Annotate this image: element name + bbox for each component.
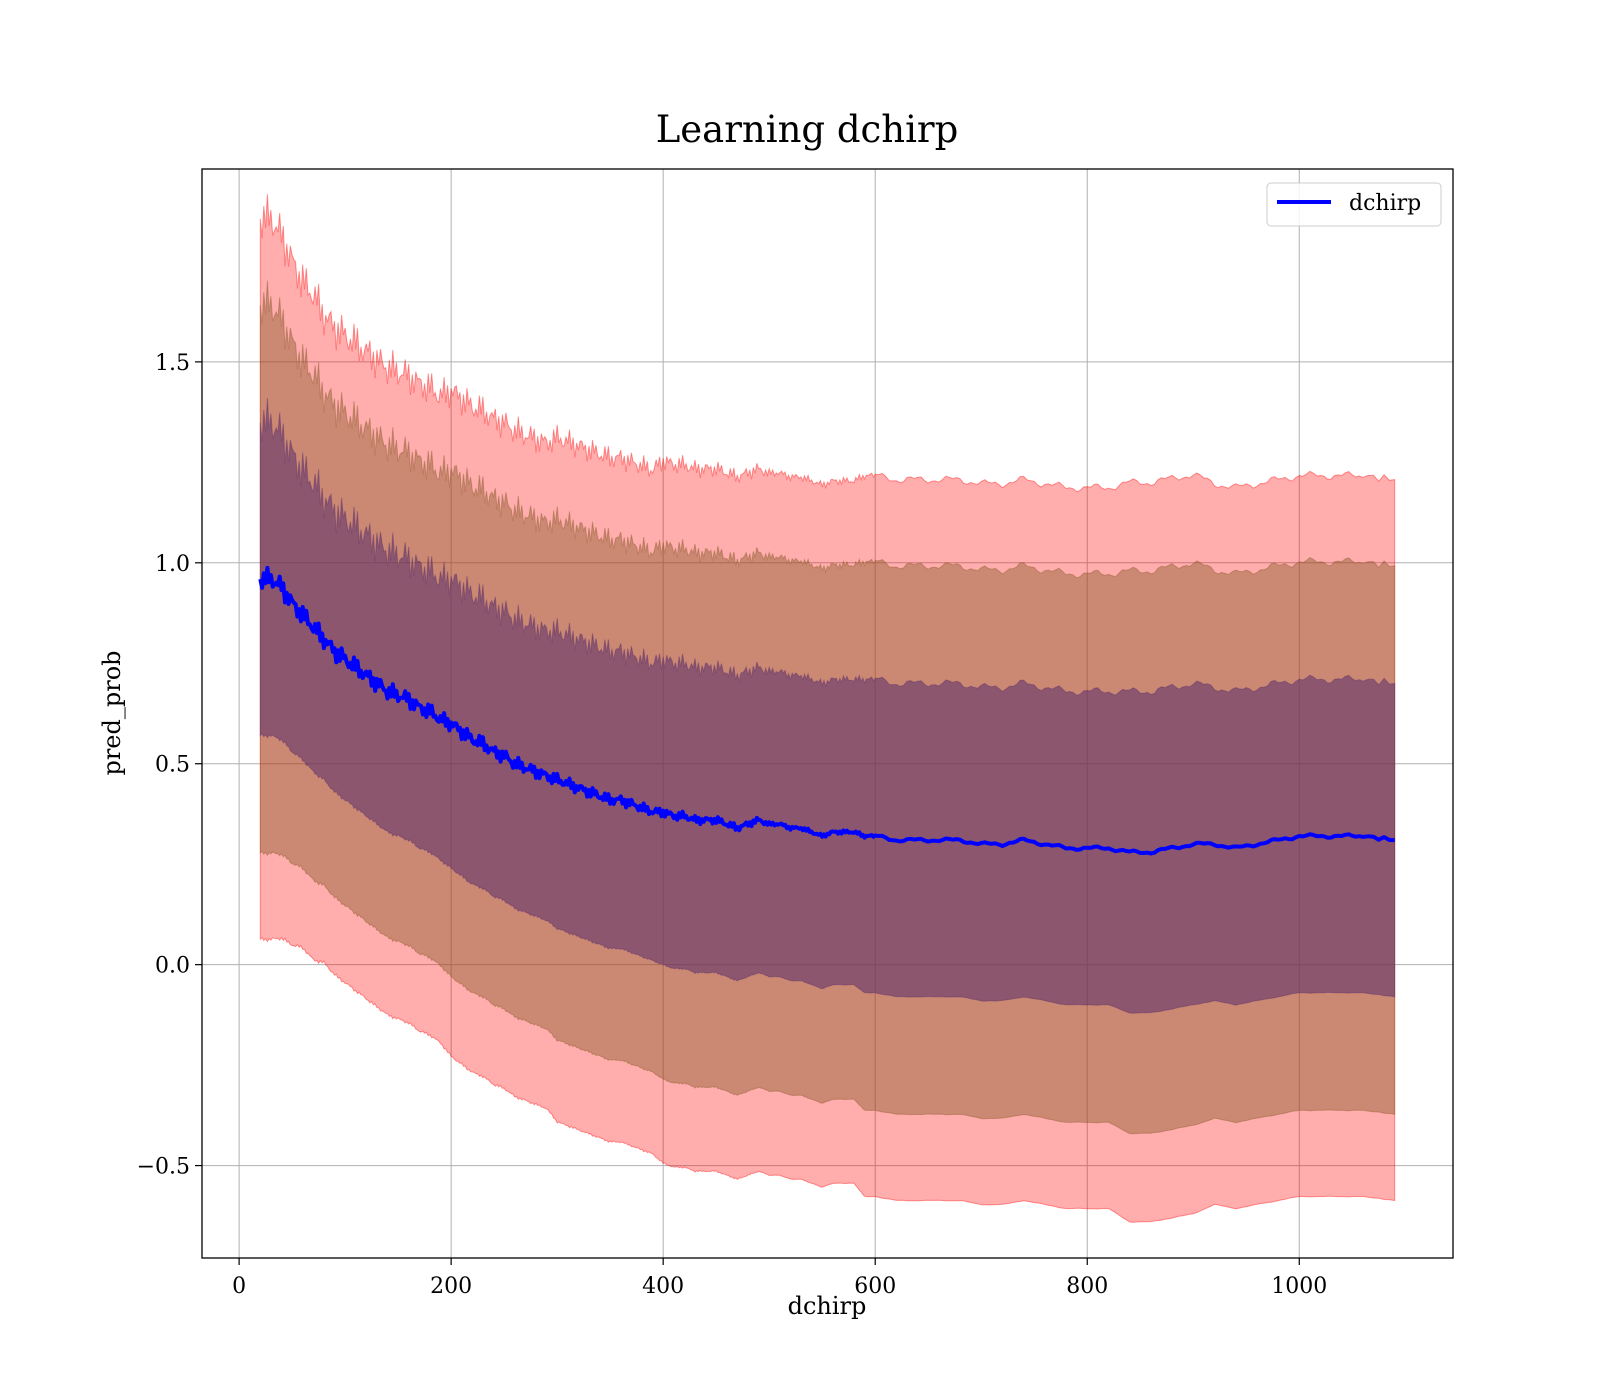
- plot-area-frame: [201, 168, 1454, 1259]
- legend: dchirp: [1266, 182, 1442, 227]
- y-tick-label: 0.0: [155, 954, 190, 979]
- y-axis-label: pred_prob: [98, 650, 126, 775]
- std-band-inner: [259, 397, 1396, 1014]
- tick-layer: 0 200 400 600 800 1000 −0.5 0.0 0.5 1.0 1.5: [137, 351, 1328, 1299]
- legend-box: [1266, 182, 1442, 227]
- series-line-dchirp: [258, 565, 1395, 856]
- x-tick-label: 800: [1066, 1274, 1108, 1299]
- legend-label-dchirp: dchirp: [1349, 191, 1421, 216]
- band-layer: [259, 194, 1396, 1223]
- x-tick-label: 1000: [1271, 1274, 1327, 1299]
- chart-title: Learning dchirp: [656, 108, 959, 151]
- y-tick-label: 0.5: [155, 753, 190, 778]
- y-tick-label: 1.5: [155, 351, 190, 376]
- x-tick-label: 200: [430, 1274, 472, 1299]
- x-axis-label: dchirp: [788, 1292, 867, 1320]
- x-tick-label: 400: [642, 1274, 684, 1299]
- y-tick-label: −0.5: [137, 1155, 190, 1180]
- x-tick-label: 600: [854, 1274, 896, 1299]
- y-tick-label: 1.0: [155, 552, 190, 577]
- series-layer: [258, 565, 1395, 856]
- x-tick-label: 0: [232, 1274, 246, 1299]
